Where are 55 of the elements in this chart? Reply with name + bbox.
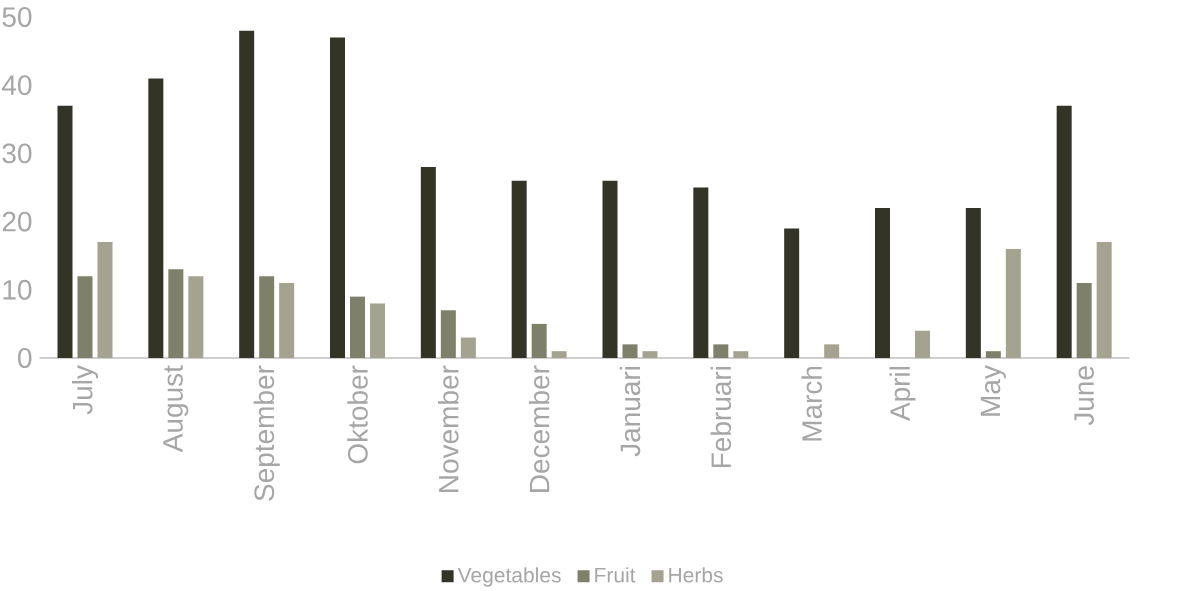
bar: [440, 310, 456, 358]
bar: [57, 105, 73, 358]
bar: [642, 351, 658, 358]
bar: [77, 276, 93, 358]
bar: [330, 37, 345, 358]
y-tick-label: 0: [18, 348, 32, 368]
x-tick-label: Januari: [619, 366, 641, 457]
bar: [622, 344, 638, 358]
bar: [1005, 248, 1021, 358]
bar: [1056, 105, 1072, 358]
bar: [1096, 242, 1112, 358]
bar: [279, 282, 295, 358]
bar: [97, 242, 113, 358]
bar: [915, 330, 930, 358]
x-tick-label: June: [1074, 366, 1094, 426]
y-tick-label: 30: [2, 143, 32, 164]
bar: [1076, 282, 1092, 358]
bar: [239, 30, 255, 358]
x-tick-label: August: [163, 365, 189, 453]
bar: [370, 303, 385, 358]
bar: [511, 180, 527, 358]
bar: [188, 276, 204, 358]
bar: [148, 78, 164, 358]
y-tick-label: 10: [3, 279, 32, 300]
bar: [733, 351, 749, 358]
bar: [420, 167, 436, 358]
x-tick-label: March: [801, 366, 822, 441]
x-tick-label: Februari: [710, 366, 732, 468]
legend-label: Vegetables: [457, 567, 561, 587]
x-tick-label: September: [253, 365, 280, 501]
bar: [965, 207, 981, 358]
y-tick-label: 20: [2, 211, 32, 232]
bar: [259, 276, 275, 358]
x-tick-label: Oktober: [347, 365, 368, 464]
x-tick-label: April: [889, 366, 916, 422]
bar: [168, 269, 184, 358]
x-tick-label: November: [438, 365, 459, 492]
bar: [875, 207, 890, 358]
bar: [460, 337, 476, 358]
bar: [824, 344, 840, 358]
bar: [713, 344, 729, 358]
x-tick-label: December: [528, 365, 550, 492]
y-tick-label: 40: [2, 75, 32, 96]
bar: [784, 228, 800, 358]
bar: [350, 296, 365, 358]
legend-label: Fruit: [595, 567, 636, 583]
bar: [693, 187, 709, 358]
bar: [985, 351, 1001, 358]
bar: [531, 323, 547, 358]
x-tick-label: May: [980, 365, 1006, 416]
legend-label: Herbs: [669, 567, 723, 583]
y-tick-label: 50: [2, 7, 32, 27]
bar: [602, 180, 618, 358]
x-tick-label: July: [71, 365, 99, 415]
bar: [551, 351, 567, 358]
